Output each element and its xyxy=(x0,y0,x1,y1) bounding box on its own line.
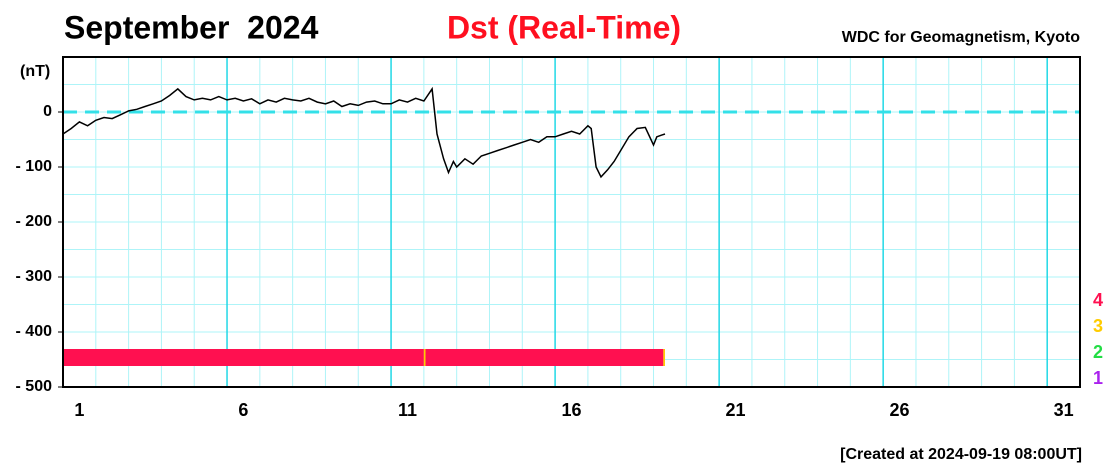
quality-segment xyxy=(423,349,426,366)
level-legend: 1 xyxy=(1093,368,1103,388)
level-legend: 3 xyxy=(1093,316,1103,336)
y-axis-label: (nT) xyxy=(20,63,50,80)
quality-segment xyxy=(425,349,664,366)
chart-title: September 2024 xyxy=(64,9,319,45)
source: WDC for Geomagnetism, Kyoto xyxy=(842,29,1080,46)
y-tick-label: - 100 xyxy=(16,158,53,175)
x-tick-label: 11 xyxy=(398,400,417,420)
x-tick-label: 16 xyxy=(561,400,581,420)
y-tick-label: - 200 xyxy=(16,213,53,230)
y-tick-label: 0 xyxy=(43,103,52,120)
x-tick-label: 26 xyxy=(890,400,910,420)
y-tick-label: - 300 xyxy=(16,268,53,285)
plot-frame xyxy=(62,56,1081,388)
x-tick-label: 6 xyxy=(238,400,248,420)
y-tick-label: - 500 xyxy=(16,378,53,395)
level-legend: 2 xyxy=(1093,342,1103,362)
level-legend: 4 xyxy=(1093,290,1103,310)
chart-subtitle: Dst (Real-Time) xyxy=(447,9,681,45)
quality-segment xyxy=(63,349,424,366)
x-tick-label: 1 xyxy=(74,400,84,420)
footer: [Created at 2024-09-19 08:00UT] xyxy=(840,446,1082,463)
x-tick-label: 31 xyxy=(1054,400,1074,420)
quality-segment xyxy=(663,349,665,366)
y-tick-label: - 400 xyxy=(16,323,53,340)
x-tick-label: 21 xyxy=(726,400,746,420)
dst-line xyxy=(62,86,666,179)
